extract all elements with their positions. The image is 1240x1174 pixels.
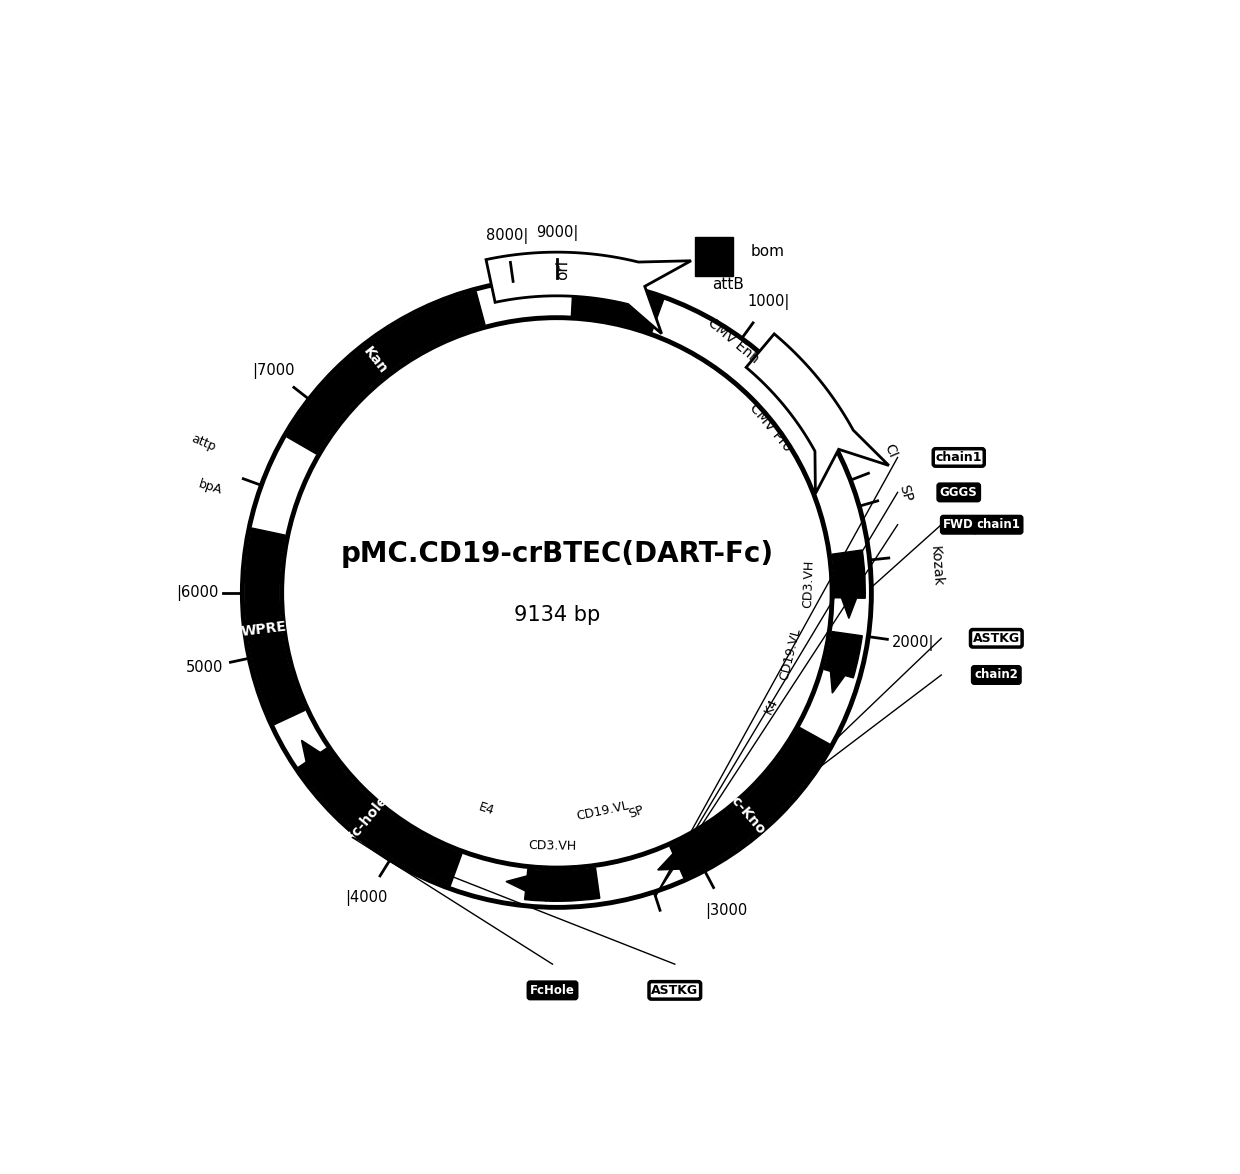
Polygon shape <box>301 741 339 785</box>
Text: 2000|: 2000| <box>892 635 935 650</box>
Text: Kan: Kan <box>361 344 391 377</box>
Text: attp: attp <box>188 432 217 453</box>
Text: ori: ori <box>554 259 570 279</box>
Text: 1000|: 1000| <box>748 294 790 310</box>
Text: 9134 bp: 9134 bp <box>513 605 600 625</box>
Text: ASTKG: ASTKG <box>651 984 698 997</box>
Text: Fc-Knob: Fc-Knob <box>723 788 774 845</box>
Text: |7000: |7000 <box>252 363 294 379</box>
Polygon shape <box>828 650 858 693</box>
Bar <box>694 237 733 276</box>
Text: SP: SP <box>897 483 914 504</box>
Wedge shape <box>525 868 600 902</box>
Text: CD3.VH: CD3.VH <box>528 839 577 853</box>
Wedge shape <box>299 748 461 886</box>
Text: CD3.VH: CD3.VH <box>801 560 816 608</box>
Text: FcHole: FcHole <box>529 984 575 997</box>
Text: GGGS: GGGS <box>940 486 977 499</box>
Polygon shape <box>835 576 864 619</box>
Polygon shape <box>506 870 547 902</box>
Text: |6000: |6000 <box>176 585 218 601</box>
Text: E4: E4 <box>477 801 496 817</box>
Polygon shape <box>486 252 691 333</box>
Wedge shape <box>832 549 866 599</box>
Text: pMC.CD19-crBTEC(DART-Fc): pMC.CD19-crBTEC(DART-Fc) <box>340 540 774 567</box>
Polygon shape <box>746 333 889 493</box>
Text: CMV Enh: CMV Enh <box>706 315 761 365</box>
Text: |3000: |3000 <box>704 903 746 919</box>
Text: CD19.VL: CD19.VL <box>575 798 631 823</box>
Text: SP: SP <box>627 803 646 821</box>
Text: Kozak: Kozak <box>928 546 945 587</box>
Text: Fc-hole: Fc-hole <box>343 792 391 845</box>
Text: CD19.VL: CD19.VL <box>777 627 802 682</box>
Text: |4000: |4000 <box>345 890 387 906</box>
Text: K4: K4 <box>761 696 780 717</box>
Text: bpA: bpA <box>197 477 223 497</box>
Text: 8000|: 8000| <box>486 229 528 244</box>
Text: chain1: chain1 <box>976 518 1021 531</box>
Wedge shape <box>246 528 305 724</box>
Wedge shape <box>572 279 665 333</box>
Text: WPRE: WPRE <box>241 619 288 639</box>
Text: CMV Pro: CMV Pro <box>746 400 795 453</box>
Text: 9000|: 9000| <box>536 225 578 241</box>
Wedge shape <box>823 632 862 677</box>
Text: chain2: chain2 <box>975 668 1018 681</box>
Text: bom: bom <box>750 244 785 259</box>
Wedge shape <box>286 291 485 454</box>
Polygon shape <box>657 838 703 870</box>
Text: 5000: 5000 <box>186 660 223 675</box>
Text: ASTKG: ASTKG <box>972 632 1019 645</box>
Text: attB: attB <box>712 277 744 291</box>
Text: CI: CI <box>882 443 900 460</box>
Text: chain1: chain1 <box>935 451 982 464</box>
Text: FWD: FWD <box>944 518 975 531</box>
Wedge shape <box>670 728 830 878</box>
